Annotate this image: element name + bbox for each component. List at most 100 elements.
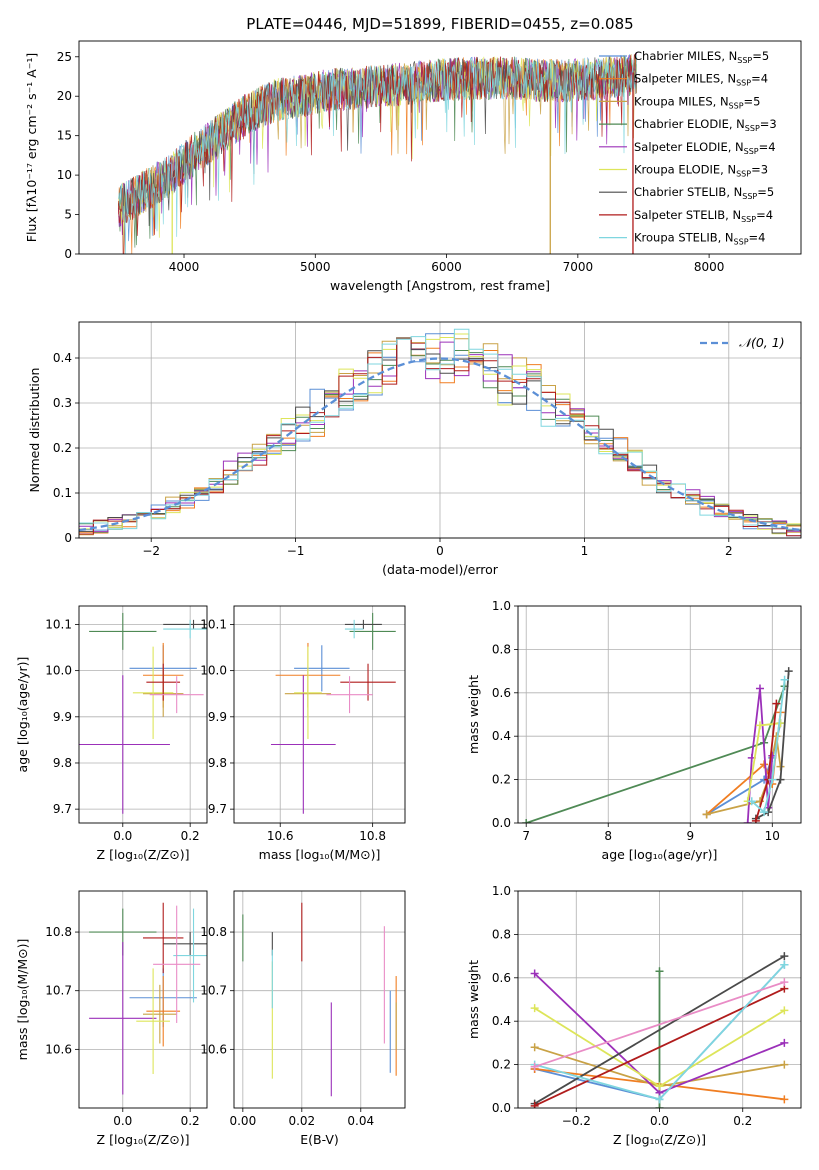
x-tick-label: 0.0 — [113, 829, 132, 843]
weight-marker — [780, 675, 789, 684]
y-tick-label: 15 — [57, 129, 72, 143]
errorbar-point-kroupa-elodie — [132, 646, 174, 739]
x-tick-label: 10.8 — [359, 829, 386, 843]
x-tick-label: 0.2 — [181, 829, 200, 843]
errorbar-point-chabrier-stelib — [344, 619, 382, 630]
y-tick-label: 10.7 — [45, 984, 72, 998]
x-tick-label: −0.2 — [562, 1114, 591, 1128]
errorbar-point-kroupa-stelib — [344, 619, 364, 639]
weight-marker — [780, 1006, 789, 1015]
y-tick-label: 0.8 — [492, 642, 511, 656]
legend-label: Salpeter STELIB, NSSP=4 — [634, 208, 773, 224]
legend-label: 𝒩(0, 1) — [739, 335, 785, 350]
y-tick-label: 0.0 — [492, 1101, 511, 1115]
x-tick-label: 6000 — [431, 260, 462, 274]
axes-weight_vs_age: 7 8 9 10 0.0 0.2 0.4 0.6 0.8 1.0 age [log₁₀(age/yr… — [466, 599, 802, 862]
x-tick-label: 9 — [686, 829, 694, 843]
y-tick-label: 10.0 — [45, 664, 72, 678]
x-axis-label: Z [log₁₀(Z/Z⊙)] — [613, 1132, 706, 1147]
axes-age_vs_mass: 10.6 10.8 9.7 9.8 9.9 10.0 10.1 mass [log₁₀(M/M… — [200, 605, 406, 862]
weight-marker — [702, 810, 711, 819]
legend-label: Kroupa STELIB, NSSP=4 — [634, 231, 765, 247]
legend-label: Salpeter MILES, NSSP=4 — [634, 72, 768, 88]
axes-weight_vs_Z: −0.2 0.0 0.2 0.0 0.2 0.4 0.6 0.8 1.0 Z [log₁₀(Z/Z… — [466, 884, 802, 1147]
y-axis-label: mass [log₁₀(M/M⊙)] — [15, 939, 30, 1061]
x-tick-label: 10 — [765, 829, 780, 843]
x-tick-label: −2 — [142, 544, 160, 558]
y-tick-label: 10.8 — [200, 925, 227, 939]
x-tick-label: −1 — [287, 544, 305, 558]
y-tick-label: 0.3 — [53, 396, 72, 410]
y-tick-label: 0.2 — [492, 773, 511, 787]
y-tick-label: 10.8 — [45, 925, 72, 939]
errorbar-point-salpeter-elodie — [89, 942, 157, 1095]
weight-marker — [772, 699, 781, 708]
axes-frame — [78, 321, 802, 539]
plot-area-spectrum — [118, 52, 637, 254]
legend-label: Salpeter ELODIE, NSSP=4 — [634, 140, 776, 156]
x-axis-label: (data-model)/error — [382, 562, 499, 577]
x-tick-label: 7 — [522, 829, 530, 843]
errorbar-point-salpeter-miles — [146, 976, 181, 1047]
spectrum-line-kroupa-stelib — [118, 55, 637, 254]
y-tick-label: 10.0 — [200, 664, 227, 678]
y-axis-label: mass weight — [466, 675, 481, 754]
axes-frame — [233, 605, 406, 824]
y-axis-label: Flux [fλ10⁻¹⁷ erg cm⁻² s⁻¹ A⁻¹] — [24, 53, 39, 242]
y-axis-label: mass weight — [466, 960, 481, 1039]
y-tick-label: 9.9 — [208, 710, 227, 724]
x-tick-label: 10.6 — [267, 829, 294, 843]
weight-marker — [655, 967, 664, 976]
errorbar-point-kroupa-elodie — [136, 968, 170, 1074]
axes-age_vs_Z: 0.0 0.2 9.7 9.8 9.9 10.0 10.1 Z [log₁₀(Z/Z⊙)] ag… — [15, 605, 208, 862]
weight-marker — [784, 667, 793, 676]
y-tick-label: 1.0 — [492, 884, 511, 898]
y-tick-label: 0.2 — [53, 441, 72, 455]
y-tick-label: 10.1 — [200, 617, 227, 631]
x-tick-label: 0.0 — [650, 1114, 669, 1128]
weight-marker — [530, 969, 539, 978]
y-tick-label: 0.4 — [53, 351, 72, 365]
axes-frame — [78, 40, 802, 255]
plot-area-residuals — [79, 328, 801, 537]
legend-label: Chabrier MILES, NSSP=5 — [634, 49, 769, 65]
legend-label: Kroupa ELODIE, NSSP=3 — [634, 163, 768, 179]
weight-series-pink — [530, 978, 789, 1071]
errorbar-point-chabrier-stelib — [163, 619, 207, 630]
weight-series-kroupa-elodie — [530, 1004, 789, 1091]
weight-marker — [655, 1082, 664, 1091]
weight-marker — [755, 684, 764, 693]
x-tick-label: 8 — [604, 829, 612, 843]
errorbar-point-pink — [326, 676, 373, 714]
legend-label: Chabrier ELODIE, NSSP=3 — [634, 117, 777, 133]
weight-marker — [755, 721, 764, 730]
weight-marker — [780, 960, 789, 969]
y-tick-label: 0 — [64, 247, 72, 261]
y-tick-label: 5 — [64, 208, 72, 222]
x-tick-label: 0 — [436, 544, 444, 558]
plot-area-weight_vs_Z — [530, 952, 789, 1108]
x-tick-label: 0.02 — [288, 1114, 315, 1128]
weight-marker — [522, 819, 531, 823]
histogram-kroupa-stelib — [79, 328, 801, 530]
y-tick-label: 0.8 — [492, 927, 511, 941]
spectrum-legend: Chabrier MILES, NSSP=5 Salpeter MILES, NS… — [599, 49, 777, 247]
plot-area-mass_vs_Z — [89, 902, 207, 1095]
x-tick-label: 1 — [581, 544, 589, 558]
y-tick-label: 0.4 — [492, 1014, 511, 1028]
plot-area-age_vs_Z — [79, 612, 207, 814]
x-tick-label: 5000 — [300, 260, 331, 274]
axes-frame — [78, 605, 208, 824]
weight-marker — [780, 978, 789, 987]
axes-residuals: −2 −1 0 1 2 0 0.1 0.2 0.3 0.4 (data-model)/error No… — [27, 321, 802, 577]
weight-marker — [530, 1043, 539, 1052]
plot-area-mass_vs_EBV — [242, 902, 397, 1097]
x-tick-label: 0.0 — [113, 1114, 132, 1128]
x-axis-label: wavelength [Angstrom, rest frame] — [330, 278, 550, 293]
weight-marker — [780, 1060, 789, 1069]
x-axis-label: age [log₁₀(age/yr)] — [602, 847, 718, 862]
x-tick-label: 8000 — [694, 260, 725, 274]
y-tick-label: 25 — [57, 50, 72, 64]
weight-marker — [747, 797, 756, 806]
